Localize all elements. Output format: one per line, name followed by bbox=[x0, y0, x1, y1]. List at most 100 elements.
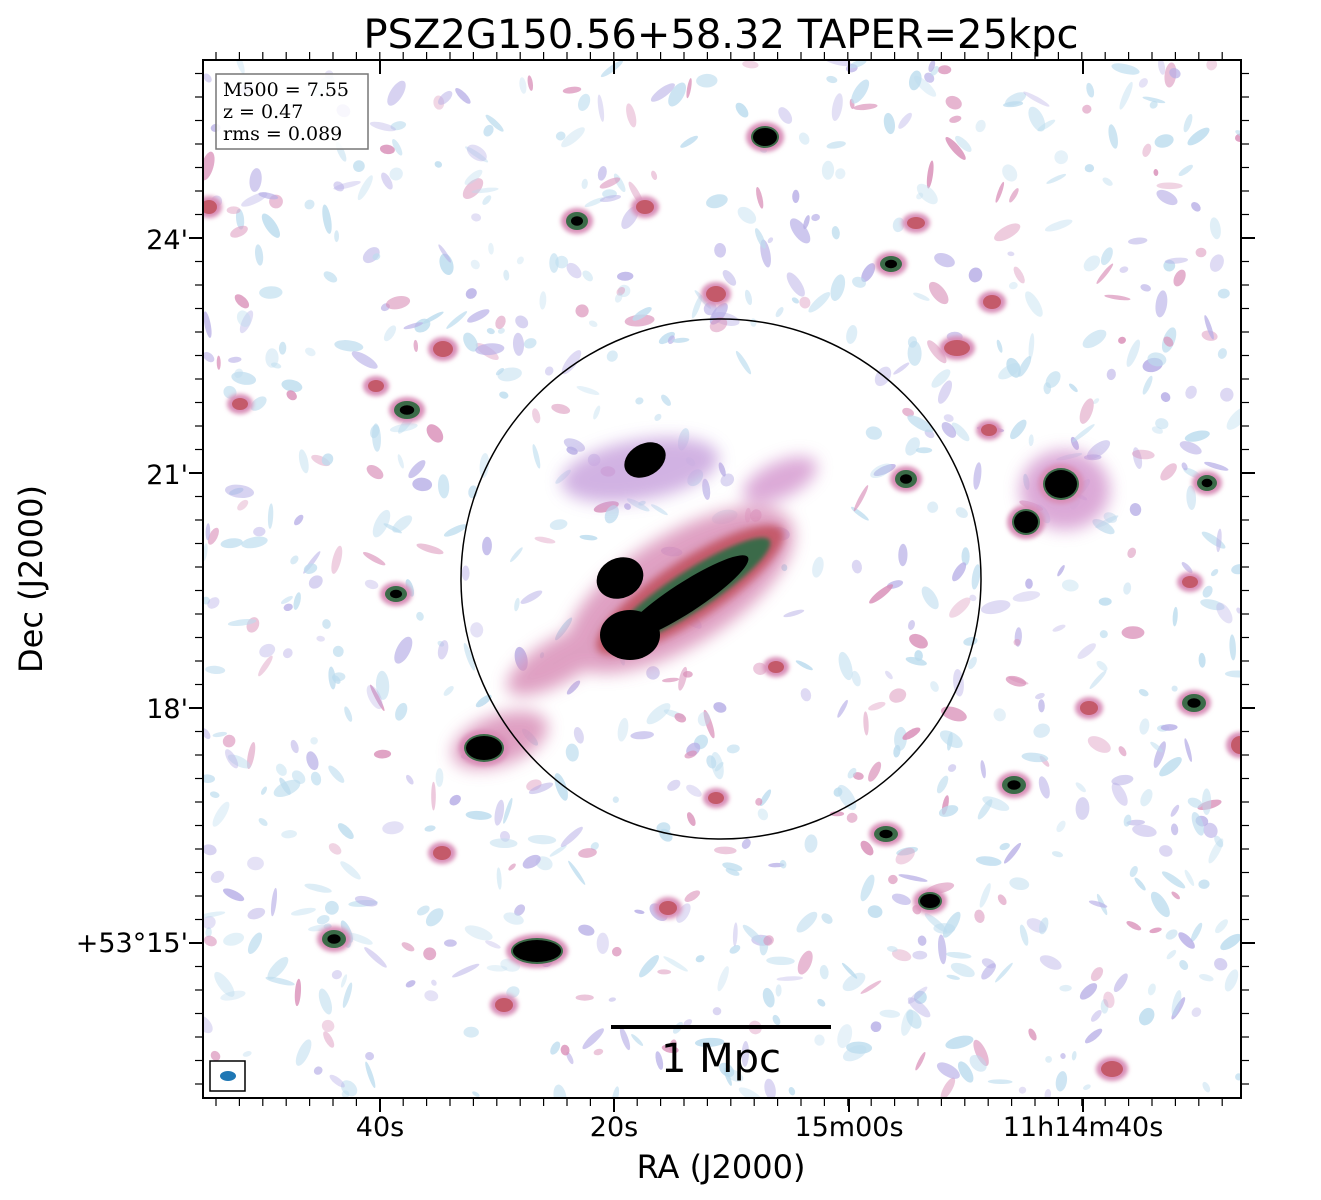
noise-blob bbox=[203, 73, 212, 83]
ytick-label-24: 24' bbox=[146, 225, 188, 256]
noise-blob bbox=[650, 83, 675, 102]
noise-blob bbox=[532, 444, 541, 469]
noise-blob bbox=[267, 503, 274, 529]
point-source bbox=[490, 994, 518, 1016]
noise-blob bbox=[387, 80, 406, 106]
noise-blob bbox=[786, 272, 805, 297]
noise-blob bbox=[894, 726, 907, 751]
noise-blob bbox=[426, 424, 444, 443]
noise-blob bbox=[340, 974, 348, 988]
noise-blob bbox=[879, 1009, 901, 1018]
noise-blob bbox=[392, 515, 413, 533]
source-ring bbox=[495, 998, 513, 1012]
noise-blob bbox=[532, 408, 541, 424]
noise-blob bbox=[1010, 419, 1027, 440]
noise-blob bbox=[934, 252, 955, 268]
noise-blob bbox=[472, 1091, 480, 1097]
noise-blob bbox=[452, 963, 480, 978]
noise-blob bbox=[1129, 865, 1138, 878]
noise-blob bbox=[817, 998, 826, 1007]
noise-blob bbox=[1075, 782, 1086, 793]
noise-blob bbox=[949, 115, 962, 123]
noise-blob bbox=[783, 609, 805, 618]
noise-blob bbox=[766, 956, 795, 966]
ytick-label-15: +53°15' bbox=[76, 928, 188, 959]
point-source bbox=[1177, 690, 1211, 716]
noise-blob bbox=[334, 340, 364, 352]
noise-blob bbox=[941, 422, 957, 438]
noise-blob bbox=[1088, 900, 1108, 908]
noise-blob bbox=[483, 124, 494, 137]
noise-blob bbox=[833, 787, 843, 797]
info-box bbox=[215, 73, 369, 150]
noise-blob bbox=[674, 713, 687, 723]
noise-blob bbox=[466, 144, 487, 162]
noise-blob bbox=[927, 340, 947, 364]
noise-blob bbox=[261, 213, 281, 238]
source-core bbox=[399, 405, 415, 415]
noise-blob bbox=[1142, 143, 1152, 157]
point-source bbox=[1007, 505, 1045, 539]
noise-blob bbox=[1147, 352, 1167, 367]
point-source bbox=[389, 397, 425, 423]
noise-blob bbox=[1140, 284, 1151, 292]
noise-blob bbox=[646, 703, 671, 725]
noise-blob bbox=[308, 575, 323, 589]
noise-blob bbox=[678, 666, 688, 691]
noise-blob bbox=[947, 732, 953, 751]
noise-blob bbox=[1173, 269, 1186, 287]
source-ring bbox=[1231, 736, 1241, 754]
noise-blob bbox=[381, 172, 393, 190]
noise-blob bbox=[273, 779, 301, 798]
noise-blob bbox=[528, 782, 554, 795]
noise-blob bbox=[902, 727, 921, 740]
noise-blob bbox=[634, 909, 645, 914]
noise-blob bbox=[657, 969, 672, 975]
point-source bbox=[976, 420, 1002, 440]
noise-blob bbox=[928, 60, 936, 72]
noise-blob bbox=[722, 862, 743, 872]
noise-blob bbox=[812, 556, 824, 578]
noise-blob bbox=[995, 962, 1013, 983]
noise-blob bbox=[1035, 692, 1045, 700]
noise-blob bbox=[527, 75, 534, 91]
noise-blob bbox=[661, 394, 671, 406]
noise-blob bbox=[717, 966, 729, 992]
point-source bbox=[913, 888, 947, 914]
noise-blob bbox=[860, 874, 875, 902]
noise-blob bbox=[1118, 746, 1127, 757]
noise-blob bbox=[322, 619, 331, 629]
xtick-label-40s: 40s bbox=[356, 1112, 404, 1143]
noise-blob bbox=[470, 622, 484, 638]
noise-blob bbox=[423, 947, 437, 961]
noise-blob bbox=[1025, 291, 1043, 317]
noise-blob bbox=[912, 950, 928, 960]
noise-blob bbox=[593, 405, 601, 420]
noise-blob bbox=[489, 838, 518, 849]
noise-blob bbox=[744, 289, 753, 306]
noise-blob bbox=[508, 863, 516, 871]
point-source bbox=[317, 926, 351, 952]
noise-blob bbox=[597, 166, 607, 181]
noise-blob bbox=[846, 1041, 873, 1054]
noise-blob bbox=[382, 821, 404, 835]
noise-blob bbox=[814, 1034, 825, 1046]
noise-blob bbox=[437, 474, 450, 499]
noise-blob bbox=[735, 102, 749, 118]
noise-blob bbox=[1150, 891, 1170, 918]
noise-blob bbox=[973, 462, 982, 490]
noise-blob bbox=[907, 336, 918, 348]
noise-blob bbox=[1003, 101, 1024, 108]
noise-blob bbox=[616, 286, 626, 296]
noise-blob bbox=[260, 786, 268, 795]
noise-blob bbox=[626, 103, 637, 128]
noise-blob bbox=[612, 796, 619, 803]
noise-blob bbox=[1012, 591, 1041, 602]
noise-blob bbox=[253, 526, 266, 537]
noise-blob bbox=[651, 504, 668, 516]
noise-blob bbox=[981, 963, 996, 980]
noise-blob bbox=[561, 127, 585, 148]
noise-blob bbox=[1203, 822, 1218, 839]
noise-blob bbox=[316, 915, 330, 925]
noise-blob bbox=[886, 946, 898, 952]
